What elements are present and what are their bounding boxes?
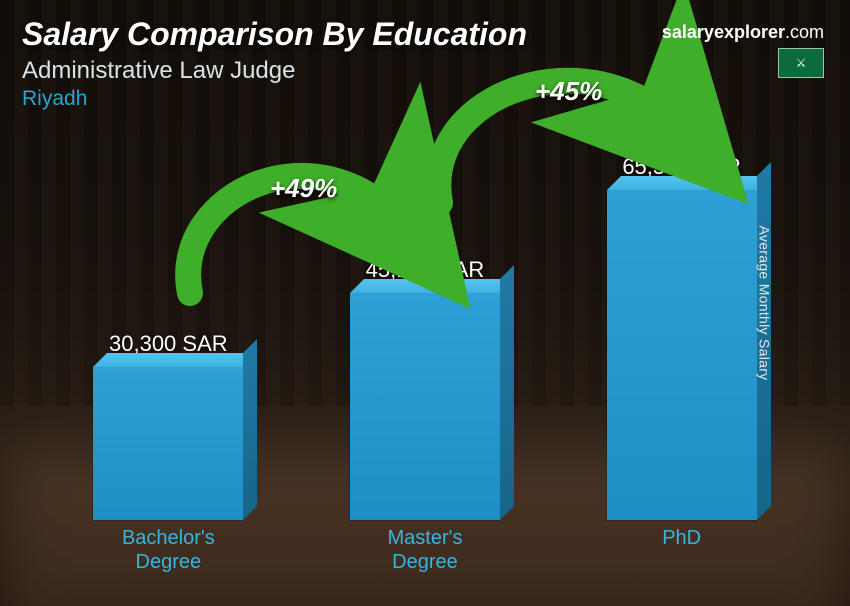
category-label-masters: Master'sDegree: [335, 526, 515, 578]
chart-area: +49% +45% 30,300 SAR 45,100 SAR 65,500 S…: [40, 98, 810, 578]
brand-logo: salaryexplorer.com: [662, 22, 824, 43]
category-label-phd: PhD: [592, 526, 772, 578]
brand-suffix: .com: [785, 22, 824, 42]
chart-location: Riyadh: [22, 87, 828, 111]
flag-glyph: ⚔︎: [796, 57, 807, 69]
chart-subtitle: Administrative Law Judge: [22, 57, 828, 85]
flag-saudi-arabia: ⚔︎: [778, 48, 824, 78]
delta-label-1: +49%: [270, 173, 337, 204]
chart-container: Salary Comparison By Education Administr…: [0, 0, 850, 606]
bar-masters: [350, 293, 500, 520]
brand-name: salaryexplorer: [662, 22, 785, 42]
bar-phd: [607, 190, 757, 520]
bar-bachelors: [93, 367, 243, 520]
delta-arrow-1: [160, 133, 440, 323]
y-axis-label: Average Monthly Salary: [757, 226, 773, 381]
bar-group-bachelors: 30,300 SAR: [78, 331, 258, 520]
category-labels-row: Bachelor'sDegree Master'sDegree PhD: [40, 526, 810, 578]
category-label-bachelors: Bachelor'sDegree: [78, 526, 258, 578]
